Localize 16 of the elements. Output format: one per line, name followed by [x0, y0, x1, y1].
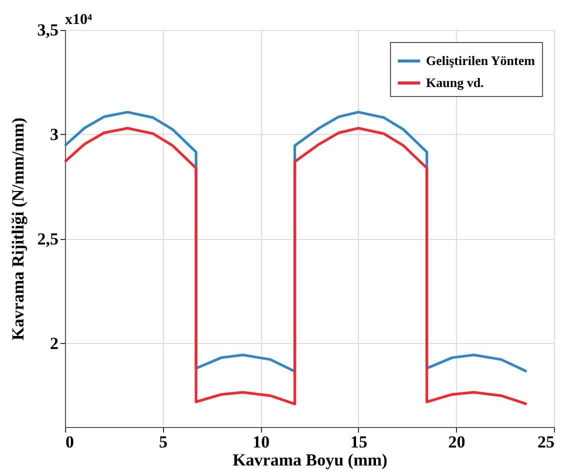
- y-tick-label: 3: [50, 124, 58, 144]
- x-tick-label: 15: [350, 432, 368, 452]
- x-axis-title: Kavrama Boyu (mm): [232, 450, 388, 470]
- line-series: [64, 126, 528, 406]
- x-tick-label: 5: [159, 432, 168, 452]
- y-tick-label: 2,5: [37, 229, 58, 248]
- legend-label: Geliştirilen Yöntem: [426, 53, 536, 68]
- y-tick-label: 3,5: [37, 20, 58, 40]
- x-tick-label: 0: [66, 432, 74, 452]
- x-tick-label: 25: [538, 432, 554, 452]
- x-tick-label: 20: [448, 432, 466, 452]
- x-tick-label: 10: [252, 432, 270, 452]
- y-tick-label: 2: [50, 334, 58, 353]
- text: x10⁴: [65, 12, 92, 28]
- legend-label: Kaung vd.: [426, 75, 484, 90]
- y-axis-title: Kavrama Rijitliği (N/mm/mm): [8, 118, 28, 340]
